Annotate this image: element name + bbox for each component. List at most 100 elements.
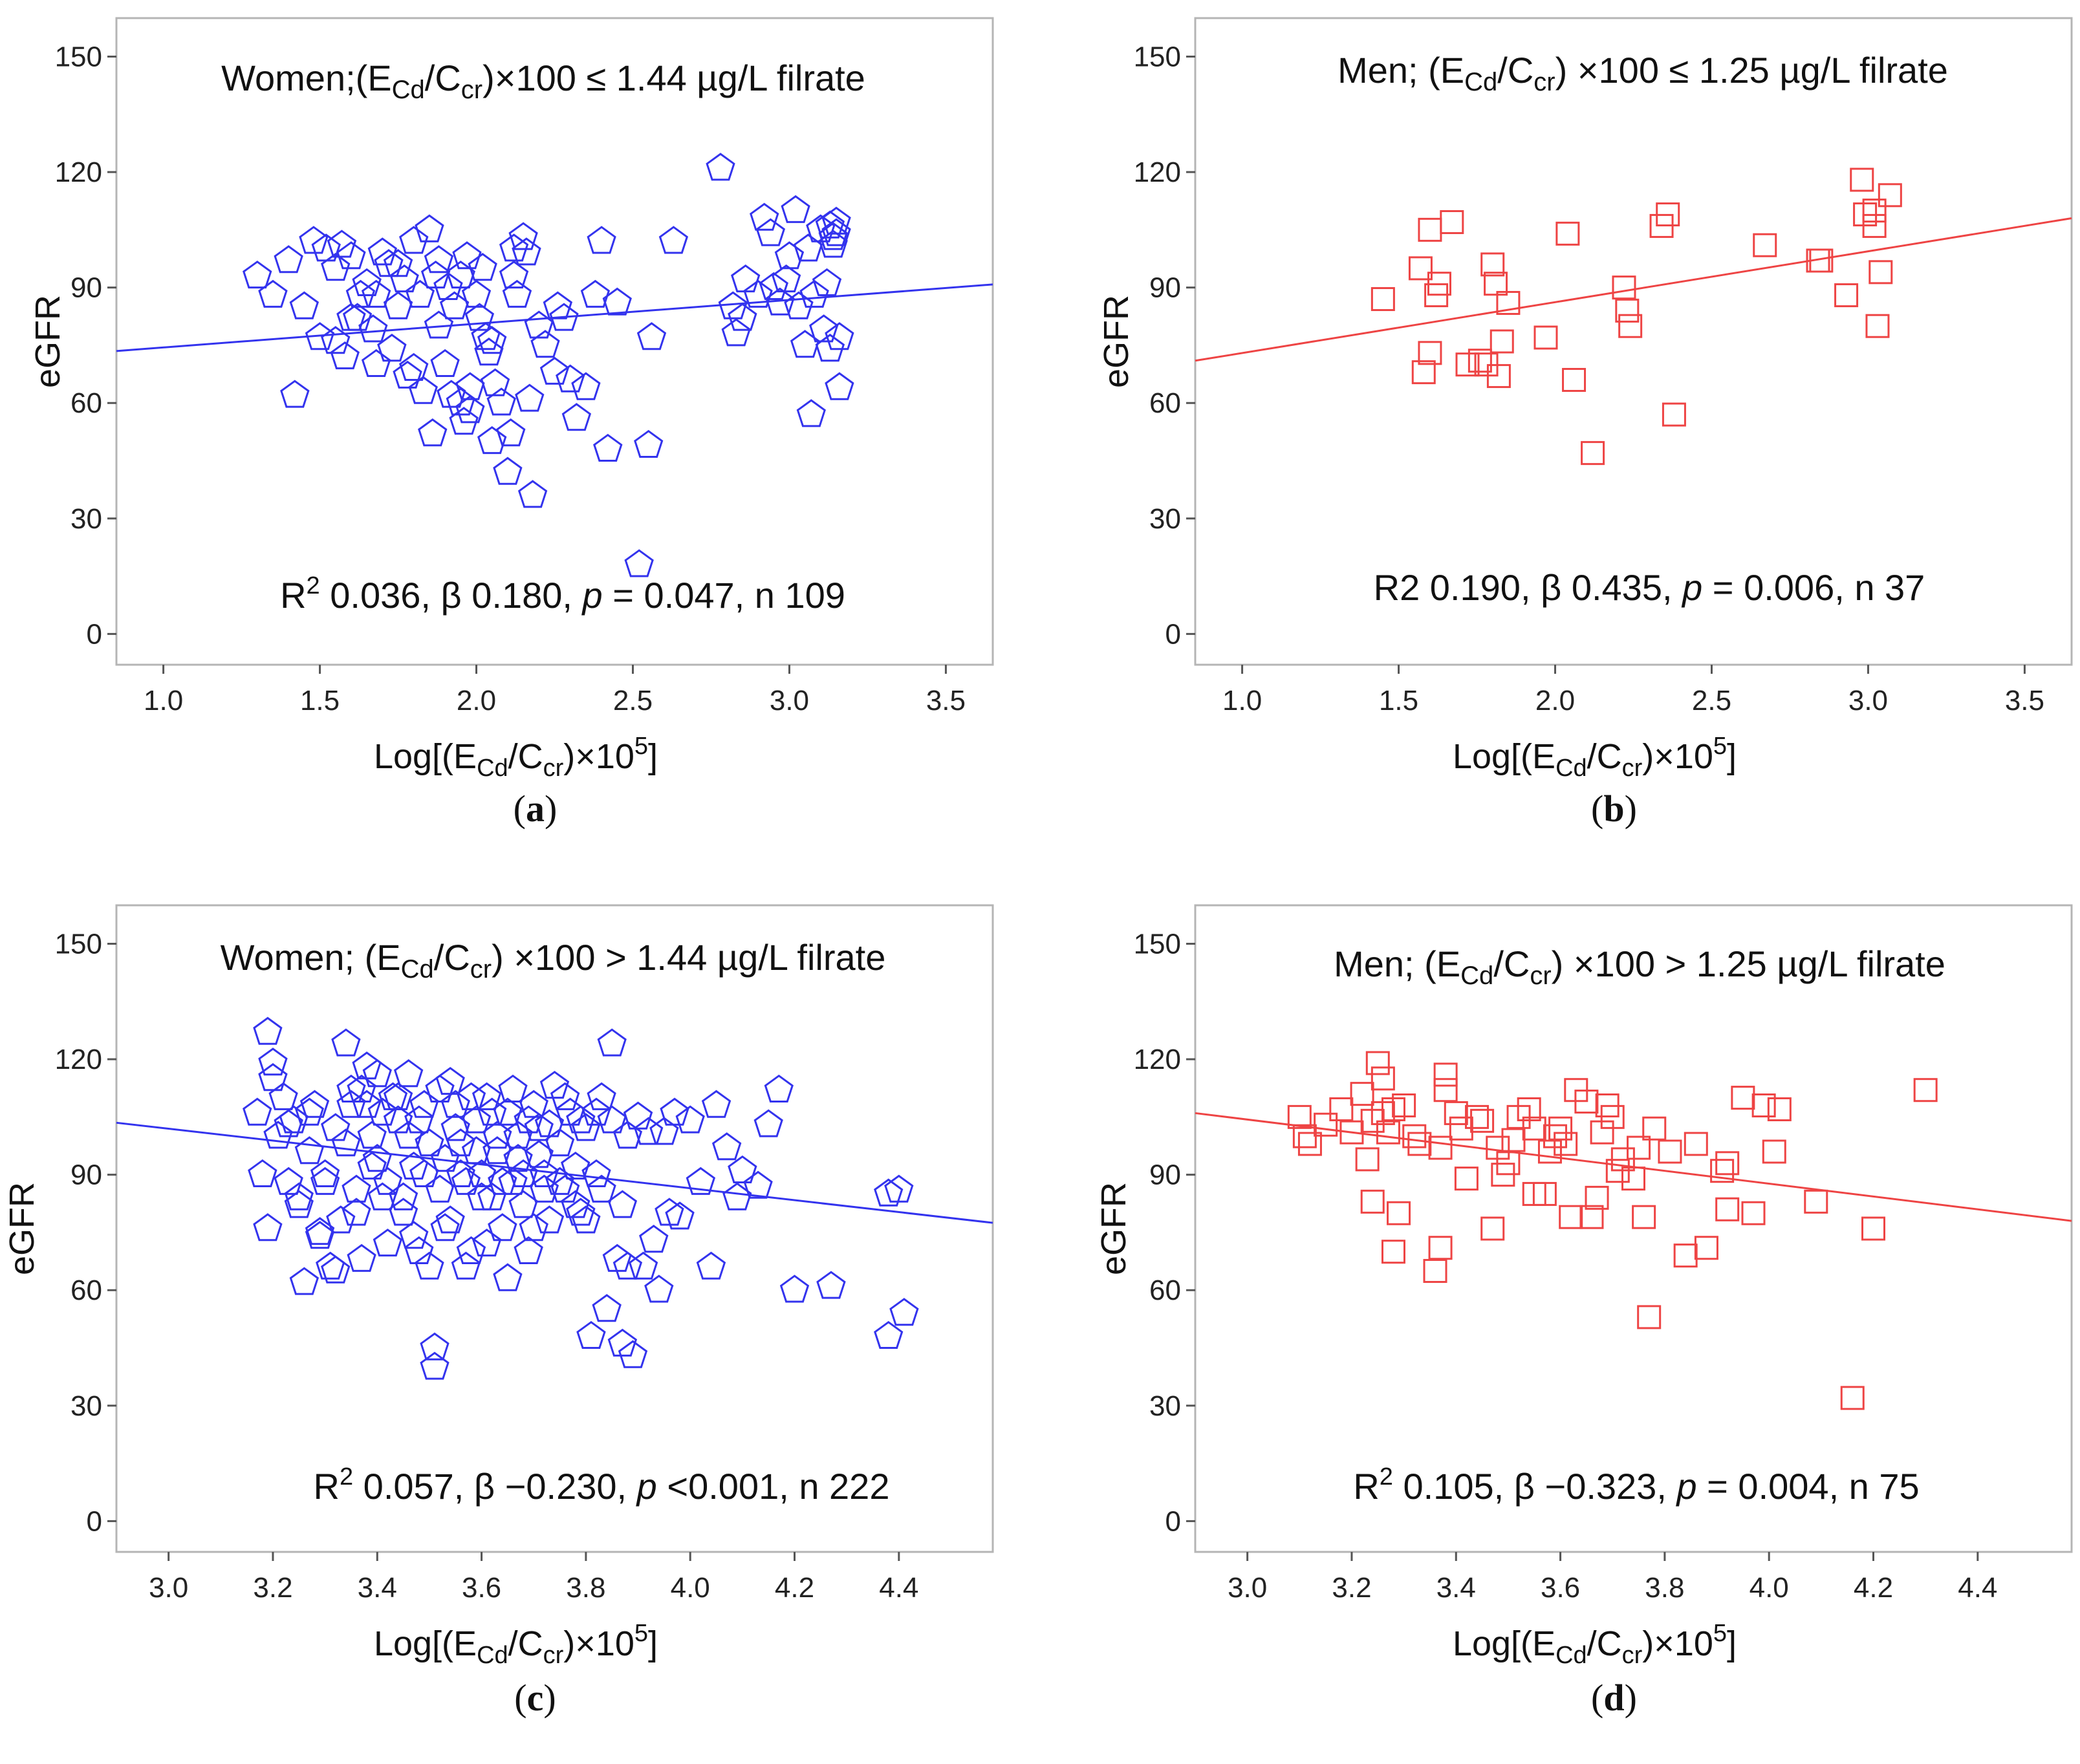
data-point [1632,1205,1656,1229]
data-point [493,457,523,485]
data-point [326,1205,356,1234]
data-point [665,1201,695,1230]
x-tick-label: 2.0 [1535,685,1575,716]
data-point [556,364,585,393]
data-point [1408,256,1433,281]
data-point [612,1251,643,1280]
data-point [624,549,654,577]
data-point [404,1236,434,1264]
x-tick-label: 4.0 [671,1572,710,1604]
panel-a: 0 30 60 90 120 150 1.0 1.5 2.0 2.5 3.0 3.5 eGFR Log[(… [28,17,994,830]
data-point [420,1332,450,1361]
data-point [607,1328,638,1357]
data-point [597,1105,627,1134]
data-point [418,418,448,447]
data-point [1490,329,1514,354]
data-point [889,1298,919,1326]
y-axis-title: eGFR [1097,295,1136,388]
x-tick-label: 3.2 [1332,1572,1371,1604]
data-point [440,1090,470,1118]
data-point [321,253,351,281]
data-point [430,1213,460,1242]
panel-label: (c) [514,1677,556,1719]
data-point [1581,441,1605,466]
data-point [796,399,826,427]
data-point [1554,1132,1578,1156]
data-point [268,1082,298,1110]
x-tick-label: 3.5 [2005,685,2044,716]
data-point [499,233,529,262]
data-point [718,291,748,319]
data-point [549,303,579,331]
data-point [884,1174,914,1203]
data-point [1741,1201,1766,1225]
data-point [759,272,788,300]
x-tick-label: 3.8 [1645,1572,1684,1604]
data-point [1862,213,1887,238]
panel-title: Men; (ECd/Ccr) ×100 > 1.25 µg/L filrate [1334,943,1945,990]
data-point [580,279,611,308]
data-point [258,1048,288,1076]
data-point [825,322,854,350]
data-point [373,1167,403,1195]
y-tick-label: 60 [70,387,102,419]
data-point [561,403,592,431]
data-point [644,1275,674,1303]
y-tick-label: 30 [1149,1390,1181,1422]
data-point [383,1105,413,1134]
data-point [784,291,814,319]
data-point [587,1082,616,1110]
data-point [550,1174,580,1203]
data-point [331,1028,361,1057]
x-tick-label: 3.8 [566,1572,605,1604]
data-point [1486,1135,1510,1160]
data-point [274,1167,303,1195]
data-point [623,1101,653,1130]
data-point [1715,1151,1740,1176]
data-point [362,1144,392,1172]
panel-b: 0 30 60 90 120 150 1.0 1.5 2.0 2.5 3.0 3.5 eGFR Log[(… [1097,17,2073,830]
data-point [750,202,779,231]
data-point [415,214,444,242]
data-point [420,1351,450,1380]
data-point [367,237,398,266]
data-point [1381,1240,1405,1264]
data-point [592,1294,622,1322]
data-point [636,322,667,350]
data-point [1559,1205,1583,1229]
data-point [1532,1181,1557,1206]
data-point [336,303,366,331]
y-tick-label: 30 [70,1390,102,1422]
data-point [399,352,429,381]
data-point [799,279,829,308]
y-tick-label: 150 [55,41,102,73]
x-tick-label: 1.5 [300,685,340,716]
data-point [1418,341,1442,365]
data-point [1392,1093,1416,1118]
data-point [1834,283,1859,308]
data-point [377,334,407,362]
plot-frame [1194,17,2073,666]
data-point [361,349,391,377]
data-point [341,1174,371,1203]
data-point [446,1128,475,1157]
data-point [408,376,438,404]
data-point [711,1132,742,1161]
data-point [435,1205,465,1234]
data-point [721,318,751,347]
data-point [1658,1139,1682,1164]
data-point [367,1097,398,1126]
data-point [816,1271,846,1299]
data-point [1427,272,1451,296]
data-point [1387,1201,1411,1225]
x-tick-label: 3.0 [1228,1572,1267,1604]
data-point [524,1113,554,1141]
data-point [464,303,495,331]
data-point [753,1109,783,1137]
data-point [1878,183,1902,208]
data-point [566,1198,596,1226]
y-tick-label: 150 [55,929,102,960]
y-tick-label: 120 [55,1044,102,1075]
data-point [634,1117,664,1145]
x-tick-label: 3.5 [926,685,966,716]
